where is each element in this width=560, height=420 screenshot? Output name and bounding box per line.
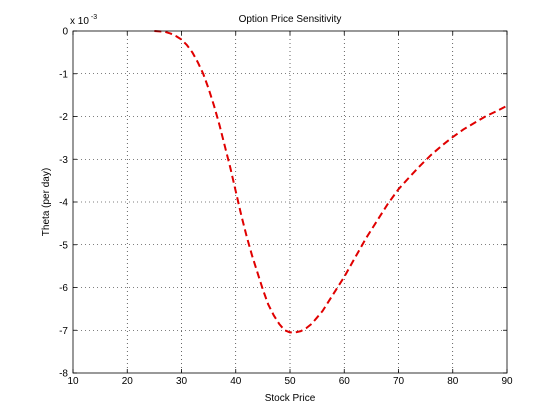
y-tick-label: -4 [59, 198, 68, 209]
y-tick-label: -1 [59, 69, 68, 80]
y-tick-label: -3 [59, 155, 68, 166]
x-tick-label: 80 [447, 376, 459, 387]
y-exponent-power: -3 [91, 14, 97, 21]
tick-labels: 10 20 30 40 50 60 70 80 90 0 -1 -2 -3 -4 -5 -6 -7 -8 [59, 27, 513, 388]
x-axis-label: Stock Price [265, 393, 316, 404]
x-tick-label: 30 [176, 376, 188, 387]
theta-series-line [154, 30, 508, 334]
plot-frame [72, 30, 508, 374]
grid [73, 31, 507, 373]
y-axis-label: Theta (per day) [41, 168, 52, 236]
y-exponent-base-text: x 10 [70, 16, 89, 27]
x-tick-label: 50 [284, 376, 296, 387]
series-layer [154, 30, 508, 334]
y-tick-label: -7 [59, 326, 68, 337]
x-tick-label: 90 [501, 376, 513, 387]
y-tick-label: -8 [59, 369, 68, 380]
x-tick-label: 10 [67, 376, 79, 387]
y-tick-label: -6 [59, 283, 68, 294]
x-tick-label: 60 [339, 376, 351, 387]
x-tick-label: 20 [122, 376, 134, 387]
y-tick-label: 0 [62, 27, 68, 38]
y-tick-label: -5 [59, 240, 68, 251]
x-tick-label: 40 [230, 376, 242, 387]
x-tick-label: 70 [393, 376, 405, 387]
chart-title: Option Price Sensitivity [239, 14, 342, 25]
y-exponent-base: x 10 -3 [70, 14, 97, 27]
y-tick-label: -2 [59, 112, 68, 123]
